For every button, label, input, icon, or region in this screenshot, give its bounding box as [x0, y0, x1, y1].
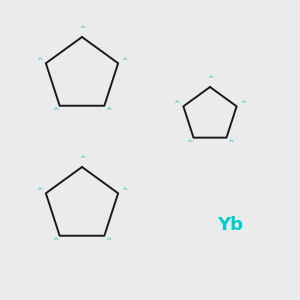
Text: ^: ^	[207, 76, 213, 85]
Text: ^: ^	[240, 100, 247, 109]
Text: ^: ^	[105, 237, 112, 246]
Text: ^: ^	[173, 100, 180, 109]
Text: ^: ^	[227, 139, 234, 148]
Text: ^: ^	[79, 155, 85, 164]
Text: ^: ^	[36, 57, 42, 66]
Text: Yb: Yb	[217, 216, 243, 234]
Text: ^: ^	[79, 26, 85, 34]
Text: ^: ^	[36, 187, 42, 196]
Text: ^: ^	[52, 237, 59, 246]
Text: ^: ^	[186, 139, 193, 148]
Text: ^: ^	[122, 187, 128, 196]
Text: ^: ^	[52, 107, 59, 116]
Text: ^: ^	[105, 107, 112, 116]
Text: ^: ^	[122, 57, 128, 66]
